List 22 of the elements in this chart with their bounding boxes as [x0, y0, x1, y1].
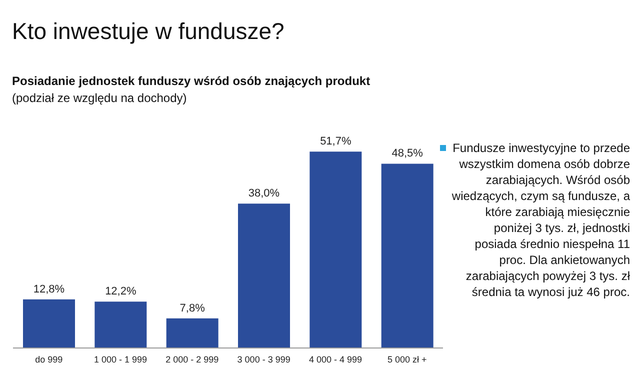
x-tick-label: 1 000 - 1 999	[94, 354, 148, 364]
chart-title: Kto inwestuje w fundusze?	[12, 18, 284, 45]
bar	[166, 318, 218, 348]
chart-subtitle: Posiadanie jednostek funduszy wśród osób znających produkt	[12, 74, 370, 88]
data-label: 12,8%	[33, 283, 65, 296]
x-tick-label: 2 000 - 2 999	[166, 354, 219, 364]
x-tick-label: 4 000 - 4 999	[308, 354, 362, 364]
text: (podział ze względu na dochody)	[12, 91, 187, 105]
x-tick-label: 3 000 - 3 999	[237, 354, 290, 364]
bar	[94, 302, 147, 348]
data-label: 51,7%	[320, 136, 352, 148]
data-label: 7,8%	[180, 302, 206, 314]
x-tick-label: 5 000 zł +	[388, 354, 427, 364]
bar	[310, 152, 362, 348]
text: Fundusze inwestycyjne to przede wszystkim domena osób dobrze zarabiających. Wśród osób wiedzących, czym są fundusze, a które zarabiają miesięcznie poniżej 3 tys. zł, jednostki posiada średnio niespełna 11 proc. Dla ankietowanych zarabiających powyżej 3 tys. zł średnia ta wynosi już 46 proc.	[452, 141, 630, 299]
bar	[381, 164, 434, 348]
data-label: 38,0%	[248, 188, 280, 200]
x-tick-label: do 999	[35, 354, 63, 364]
bar	[23, 299, 75, 348]
bar	[238, 204, 290, 348]
data-label: 12,2%	[105, 286, 136, 298]
data-label: 48,5%	[392, 148, 424, 160]
